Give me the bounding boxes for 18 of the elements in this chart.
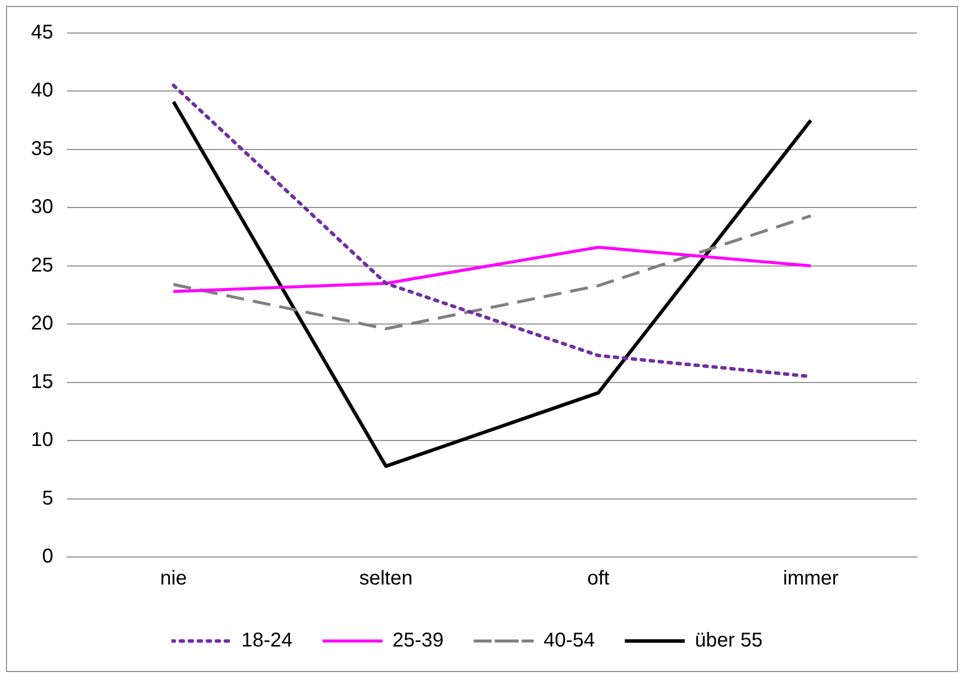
legend-label: 18-24 xyxy=(241,630,293,652)
y-tick-label: 15 xyxy=(30,370,54,393)
x-tick-label: immer xyxy=(783,568,839,590)
y-tick-label: 10 xyxy=(30,429,54,452)
legend-label: 40-54 xyxy=(544,630,595,652)
x-tick-label: selten xyxy=(359,568,413,590)
y-tick-label: 20 xyxy=(30,312,54,335)
y-tick-label: 45 xyxy=(30,22,54,44)
legend-label: über 55 xyxy=(694,630,763,652)
y-tick-label: 30 xyxy=(30,196,54,218)
y-tick-label: 0 xyxy=(42,546,54,568)
y-tick-label: 40 xyxy=(30,80,54,102)
y-tick-label: 25 xyxy=(30,254,54,276)
x-tick-label: oft xyxy=(587,568,610,590)
x-tick-label: nie xyxy=(160,568,187,590)
y-tick-label: 5 xyxy=(42,487,54,510)
y-tick-label: 35 xyxy=(30,138,54,160)
legend-label: 25-39 xyxy=(392,630,444,652)
